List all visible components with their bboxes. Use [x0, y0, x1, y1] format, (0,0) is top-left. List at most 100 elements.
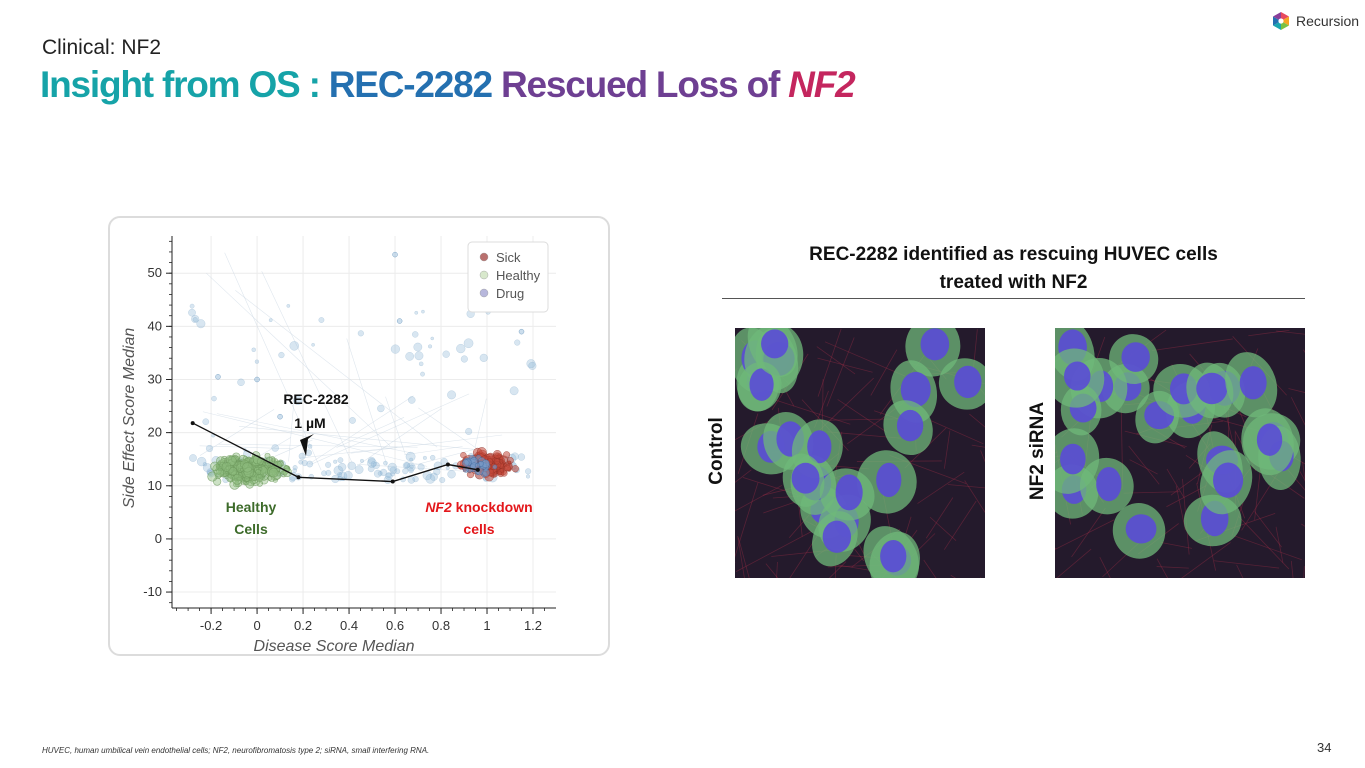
drug-point: [511, 452, 519, 461]
drug-point: [189, 454, 197, 462]
title-part-2: REC-2282: [328, 64, 502, 105]
cell-nucleus: [822, 520, 852, 553]
x-tick-label: 0.4: [340, 618, 358, 633]
trajectory-point: [390, 479, 395, 484]
drug-point: [460, 355, 468, 363]
drug-point: [337, 462, 347, 472]
brand-name: Recursion: [1296, 13, 1360, 29]
healthy-point: [228, 467, 238, 476]
drug-point: [392, 251, 398, 258]
actin-fiber: [1151, 338, 1233, 351]
drug-point: [337, 457, 344, 464]
cell-nucleus: [1213, 462, 1244, 498]
drug-point: [367, 465, 375, 473]
actin-fiber: [735, 482, 759, 558]
y-tick-label: 0: [155, 531, 162, 546]
healthy-point: [256, 480, 263, 487]
healthy-cells-label-line-1: Healthy: [226, 499, 277, 515]
legend-label-healthy: Healthy: [496, 268, 541, 283]
drug-point: [409, 457, 413, 462]
drug-line: [218, 443, 418, 448]
healthy-point: [229, 479, 240, 490]
drug-point: [403, 462, 411, 469]
actin-fiber: [837, 399, 888, 433]
drug-point: [405, 352, 415, 361]
drug-point: [525, 474, 531, 479]
legend-label-drug: Drug: [496, 286, 524, 301]
drug-point: [333, 465, 344, 476]
trajectory-point: [296, 475, 301, 480]
drug-point: [347, 461, 356, 471]
drug-point: [306, 460, 314, 468]
drug-point: [425, 473, 436, 484]
legend-marker-sick: [479, 252, 489, 262]
drug-point: [427, 344, 433, 349]
actin-fiber: [735, 530, 813, 573]
drug-point: [372, 461, 380, 469]
actin-fiber: [774, 399, 851, 425]
actin-fiber: [1299, 471, 1305, 482]
healthy-point: [237, 472, 243, 478]
drug-point: [202, 462, 208, 467]
healthy-points: [207, 451, 292, 490]
actin-fiber: [1071, 507, 1106, 558]
knockdown-text: knockdown: [452, 499, 533, 515]
cell-nucleus: [900, 371, 931, 408]
drug-point: [286, 304, 291, 308]
chart-grid: [172, 236, 556, 608]
drug-point: [402, 462, 410, 469]
y-tick-label: -10: [143, 584, 162, 599]
cell-nucleus: [954, 365, 982, 399]
actin-fiber: [917, 471, 965, 504]
actin-fiber: [817, 357, 873, 373]
actin-fiber: [1254, 511, 1282, 548]
healthy-cells-label-line-2: Cells: [234, 521, 268, 537]
drug-point: [293, 395, 303, 406]
drug-point: [384, 472, 393, 480]
drug-point: [373, 469, 382, 478]
drug-point: [202, 463, 212, 473]
drug-point: [196, 319, 206, 329]
drug-point: [311, 342, 315, 347]
sick-point-drug-overlap: [462, 459, 470, 467]
healthy-point: [216, 456, 226, 466]
sick-point: [504, 464, 511, 472]
drug-point: [509, 386, 519, 396]
actin-fiber: [1290, 397, 1305, 426]
drug-point: [191, 314, 200, 324]
drug-point: [383, 460, 388, 466]
drug-point: [298, 459, 304, 465]
drug-point: [370, 461, 377, 467]
nf2-italic: NF2: [425, 499, 452, 515]
trajectory-point: [445, 462, 450, 467]
y-tick-label: 10: [148, 478, 162, 493]
drug-point: [359, 458, 364, 463]
drug-point: [333, 459, 338, 464]
drug-point: [447, 390, 457, 400]
sick-point: [499, 468, 505, 473]
drug-line: [336, 417, 405, 448]
recursion-hexagon-logo-icon: [1273, 12, 1289, 30]
legend-marker-drug: [479, 288, 489, 298]
actin-fiber: [1156, 566, 1189, 569]
drug-point: [528, 361, 537, 370]
drug-point: [251, 347, 256, 353]
cell-nucleus: [1125, 514, 1157, 544]
drug-point: [325, 469, 332, 476]
drug-point: [271, 444, 279, 452]
x-tick-label: 1: [483, 618, 490, 633]
drug-point: [386, 472, 392, 479]
actin-fiber: [1055, 547, 1057, 550]
drug-point: [442, 350, 450, 358]
y-tick-label: 20: [148, 425, 162, 440]
drug-point: [412, 475, 419, 483]
actin-fiber: [925, 497, 954, 539]
sick-point-drug-overlap: [482, 468, 490, 477]
drug-point: [445, 465, 450, 471]
drug-line: [405, 446, 484, 468]
actin-fiber: [1290, 560, 1294, 578]
drug-line: [288, 394, 295, 462]
cell-nucleus: [761, 329, 789, 359]
y-axis-label: Side Effect Score Median: [121, 328, 138, 509]
nf2-sirna-micrograph: [1055, 328, 1305, 578]
